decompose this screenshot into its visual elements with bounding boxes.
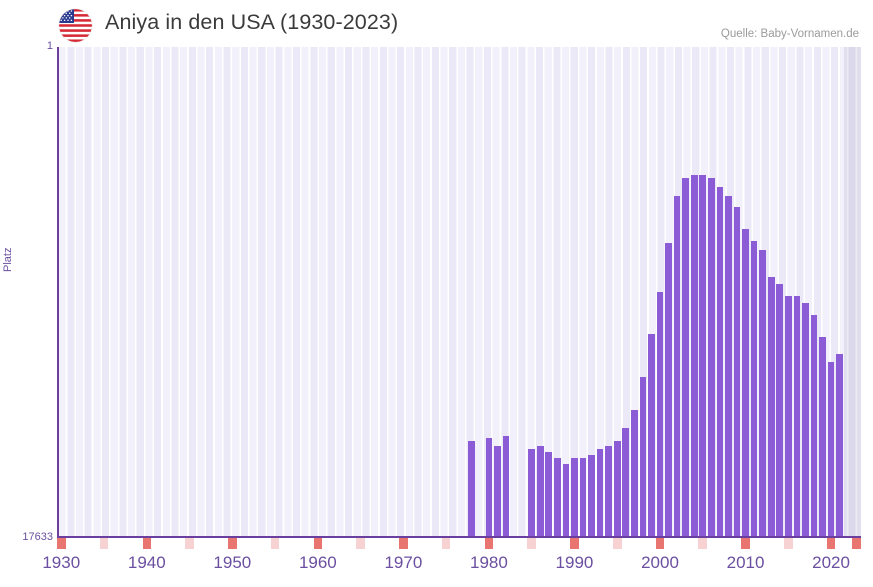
chart-bar	[836, 354, 843, 537]
chart-bar	[579, 458, 587, 537]
chart-bar	[494, 446, 501, 537]
x-tick-mark-major	[826, 538, 836, 549]
chart-bar	[759, 250, 766, 537]
x-tick-label: 1990	[555, 553, 594, 572]
chart-bar	[613, 441, 621, 537]
y-axis-bottom-tick-label: 17633	[22, 531, 53, 543]
chart-bar	[536, 446, 544, 537]
source-label: Quelle: Baby-Vornamen.de	[720, 28, 859, 40]
x-tick-mark-major	[228, 538, 237, 549]
x-tick-mark-minor	[612, 538, 622, 549]
chart-bar	[502, 436, 510, 537]
chart-bar	[485, 438, 493, 537]
y-axis-top-tick-label: 1	[46, 40, 53, 52]
chart-bar	[673, 196, 681, 537]
x-tick-mark-major	[484, 538, 494, 549]
x-tick-mark-major	[655, 538, 665, 549]
y-axis-line	[57, 47, 59, 538]
us-flag-icon	[59, 9, 92, 42]
chart-bar	[588, 455, 595, 537]
chart-bar	[767, 277, 775, 537]
chart-bar	[682, 178, 689, 537]
chart-bar	[562, 464, 570, 537]
y-axis-labels: 1 17633 Platz	[0, 0, 53, 587]
chart-bar	[699, 175, 707, 537]
chart-bar	[716, 187, 724, 537]
chart-bar	[725, 196, 732, 537]
x-tick-mark-minor	[270, 538, 280, 549]
x-tick-mark-minor	[99, 538, 109, 549]
x-axis-ticks: 1930 1940 1950 1960 1970 1980 1990 2000 2010 2020	[0, 538, 873, 587]
x-tick-label: 1930	[42, 553, 81, 572]
chart-bar	[571, 458, 578, 537]
chart-bar	[750, 241, 758, 537]
chart-bar	[707, 178, 715, 537]
chart-bar	[639, 377, 647, 537]
x-tick-mark-minor	[784, 538, 793, 549]
chart-bar	[468, 441, 476, 537]
x-tick-label: 1980	[470, 553, 508, 572]
x-tick-label: 1970	[384, 553, 423, 572]
chart-bar	[793, 296, 801, 537]
x-tick-mark-minor	[356, 538, 365, 549]
chart-bar	[545, 452, 553, 537]
x-tick-mark-major	[313, 538, 323, 549]
x-tick-label: 1950	[213, 553, 252, 572]
x-tick-mark-minor	[527, 538, 536, 549]
chart-bars	[57, 47, 861, 538]
x-tick-mark-minor	[441, 538, 451, 549]
chart-bar	[742, 229, 749, 537]
x-tick-mark-major	[570, 538, 579, 549]
chart-bar	[528, 449, 536, 537]
chart-bar	[810, 315, 818, 537]
chart-bar	[784, 296, 792, 537]
x-tick-label: 2010	[726, 553, 765, 572]
x-tick-mark-major	[142, 538, 152, 549]
chart-bar	[665, 243, 672, 537]
x-tick-mark-major	[852, 538, 861, 549]
chart-bar	[554, 458, 561, 537]
x-tick-label: 2020	[812, 553, 850, 572]
chart-bar	[690, 175, 698, 537]
chart-plot-area	[57, 47, 861, 538]
chart-bar	[648, 334, 655, 537]
x-tick-label: 2000	[641, 553, 679, 572]
chart-bar	[802, 303, 809, 537]
chart-bar	[596, 449, 604, 537]
chart-bar	[605, 446, 612, 537]
x-tick-label: 1960	[298, 553, 337, 572]
chart-bar	[733, 207, 741, 537]
x-tick-mark-major	[57, 538, 66, 549]
chart-bar	[819, 337, 826, 537]
x-tick-mark-minor	[698, 538, 708, 549]
chart-bar	[622, 428, 630, 537]
chart-bar	[656, 292, 664, 537]
chart-bar	[776, 284, 784, 537]
y-axis-title: Platz	[2, 247, 14, 272]
x-tick-mark-major	[399, 538, 408, 549]
chart-bar	[827, 362, 835, 537]
x-tick-mark-major	[741, 538, 750, 549]
x-tick-mark-minor	[185, 538, 194, 549]
page-title: Aniya in den USA (1930-2023)	[105, 10, 399, 34]
chart-header: Aniya in den USA (1930-2023) Quelle: Bab…	[0, 0, 873, 46]
chart-bar	[631, 410, 638, 537]
x-tick-label: 1940	[127, 553, 166, 572]
x-axis-line	[57, 536, 861, 538]
